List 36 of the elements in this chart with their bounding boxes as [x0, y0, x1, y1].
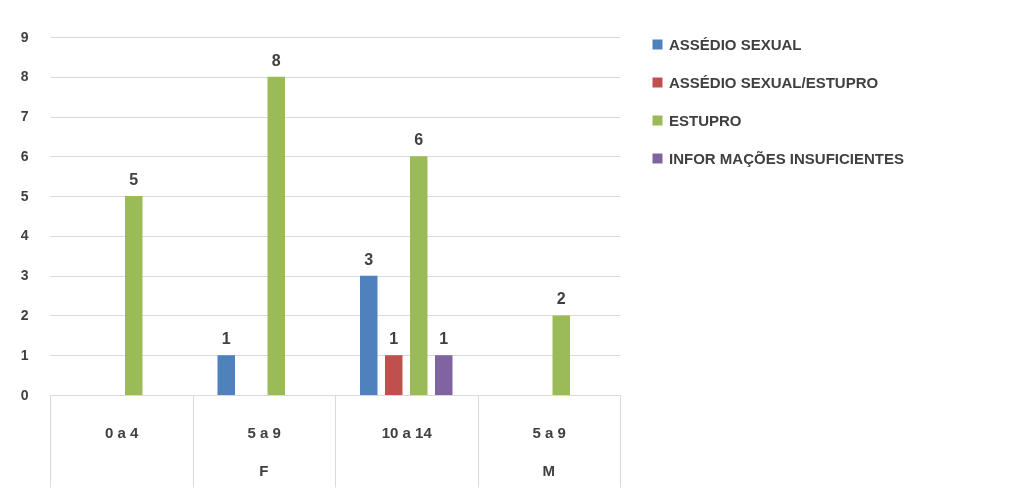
x-tick-label: 0 a 4 — [105, 423, 140, 441]
x-tick-label: 5 a 9 — [532, 423, 566, 441]
data-label: 5 — [129, 171, 139, 189]
bar — [435, 355, 453, 395]
y-tick-label: 9 — [20, 28, 29, 45]
x-tick-label: 5 a 9 — [247, 423, 281, 441]
legend-label: INFOR MAÇÕES INSUFICIENTES — [669, 149, 905, 167]
legend-label: ESTUPRO — [669, 111, 742, 129]
y-tick-label: 3 — [20, 267, 29, 284]
y-tick-label: 6 — [20, 147, 29, 164]
data-label: 1 — [389, 330, 399, 348]
data-label: 2 — [556, 290, 566, 308]
x-tick-label: 10 a 14 — [381, 423, 433, 441]
y-tick-label: 7 — [20, 108, 29, 125]
legend-label: ASSÉDIO SEXUAL/ESTUPRO — [669, 73, 879, 91]
data-label: 1 — [439, 330, 449, 348]
data-label: 8 — [271, 51, 281, 69]
y-tick-label: 5 — [20, 187, 29, 204]
bar — [410, 156, 428, 395]
text: M — [542, 462, 555, 479]
y-tick-label: 4 — [20, 227, 29, 244]
data-label: 1 — [221, 330, 231, 348]
bar — [385, 355, 403, 395]
y-tick-label: 0 — [20, 386, 29, 403]
bar — [267, 76, 285, 395]
bar — [552, 315, 570, 395]
y-tick-label: 1 — [20, 346, 29, 363]
bar — [360, 275, 378, 395]
y-tick-label: 2 — [20, 306, 29, 323]
legend-label: ASSÉDIO SEXUAL — [669, 35, 802, 53]
bar — [125, 196, 143, 395]
bar — [217, 355, 235, 395]
y-tick-label: 8 — [20, 68, 29, 85]
text: F — [259, 462, 269, 479]
data-label: 3 — [364, 250, 374, 268]
data-label: 6 — [414, 131, 424, 149]
